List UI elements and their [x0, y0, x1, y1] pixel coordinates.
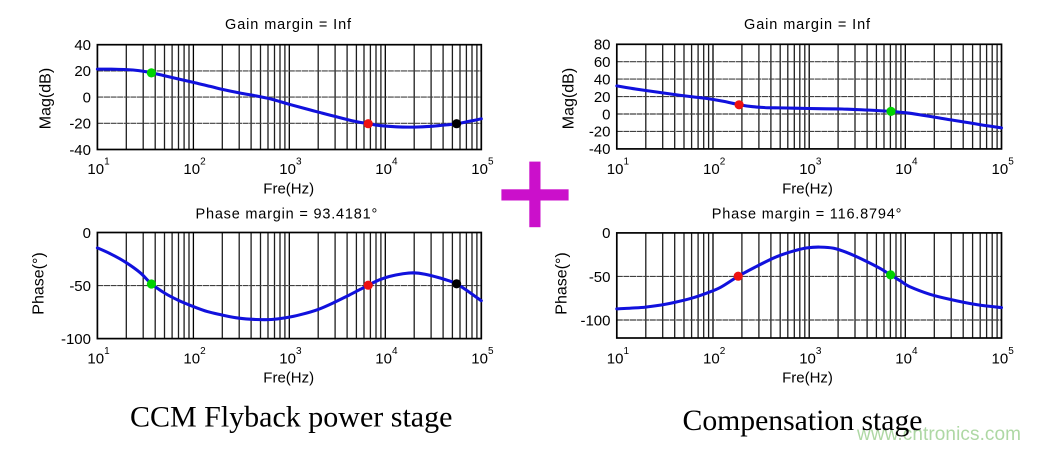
svg-text:20: 20	[594, 89, 611, 106]
svg-text:80: 80	[594, 37, 611, 54]
svg-text:40: 40	[594, 71, 611, 88]
svg-text:Phase margin = 116.8794°: Phase margin = 116.8794°	[712, 207, 902, 223]
svg-text:40: 40	[74, 37, 91, 54]
svg-text:Fre(Hz): Fre(Hz)	[263, 370, 314, 387]
svg-text:0: 0	[83, 225, 91, 242]
svg-text:CCM Flyback power stage: CCM Flyback power stage	[130, 401, 452, 434]
svg-text:-100: -100	[580, 312, 610, 329]
svg-text:-20: -20	[589, 124, 611, 141]
svg-text:0: 0	[602, 106, 610, 123]
svg-text:20: 20	[74, 63, 91, 80]
svg-text:-40: -40	[589, 141, 611, 158]
svg-text:www.cntronics.com: www.cntronics.com	[856, 424, 1021, 445]
svg-text:0: 0	[83, 89, 91, 106]
svg-text:0: 0	[602, 225, 610, 242]
svg-text:-50: -50	[69, 278, 91, 295]
svg-text:Compensation stage: Compensation stage	[683, 405, 923, 437]
svg-text:-50: -50	[589, 269, 611, 286]
svg-text:Fre(Hz): Fre(Hz)	[782, 370, 833, 387]
svg-text:-20: -20	[69, 116, 91, 133]
svg-text:Phase margin = 93.4181°: Phase margin = 93.4181°	[195, 207, 378, 223]
svg-text:-40: -40	[69, 142, 91, 159]
svg-text:Gain margin = Inf: Gain margin = Inf	[744, 17, 871, 33]
svg-text:Mag(dB): Mag(dB)	[38, 68, 55, 129]
svg-text:Fre(Hz): Fre(Hz)	[263, 181, 314, 198]
svg-text:60: 60	[594, 54, 611, 71]
svg-text:-100: -100	[61, 331, 91, 348]
svg-text:Fre(Hz): Fre(Hz)	[782, 181, 833, 198]
svg-text:Gain margin = Inf: Gain margin = Inf	[225, 17, 352, 33]
svg-text:Phase(°): Phase(°)	[31, 252, 48, 314]
svg-text:Mag(dB): Mag(dB)	[561, 68, 578, 129]
svg-text:Phase(°): Phase(°)	[554, 252, 571, 314]
